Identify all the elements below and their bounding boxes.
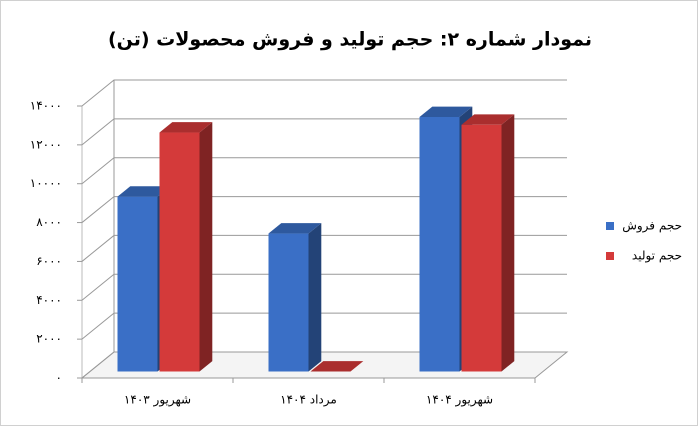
- bar: [461, 124, 502, 372]
- y-tick-label: ۲۰۰۰: [36, 332, 62, 346]
- x-tick-label: شهریور ۱۴۰۳: [124, 393, 191, 408]
- bar: [268, 233, 309, 372]
- legend-label: حجم تولید: [632, 249, 682, 264]
- grid-line: [81, 196, 567, 223]
- y-tick-label: ۴۰۰۰: [36, 293, 62, 307]
- bar-side: [501, 114, 515, 372]
- y-tick-label: ۸۰۰۰: [36, 215, 62, 229]
- bar-top: [419, 106, 473, 117]
- bar-top: [310, 361, 364, 372]
- bar-top: [461, 114, 515, 125]
- bar-side: [199, 122, 213, 372]
- bar-side: [308, 223, 322, 372]
- bar-top: [268, 223, 322, 234]
- bar-top: [159, 122, 213, 133]
- grid-line: [81, 234, 567, 262]
- bar: [159, 132, 200, 372]
- y-tick-label: ۱۴۰۰۰: [30, 99, 62, 113]
- bar: [117, 196, 158, 372]
- y-tick-label: ۱۰۰۰۰: [30, 176, 62, 190]
- grid-line: [81, 312, 567, 340]
- y-tick-label: ۶۰۰۰: [36, 254, 62, 268]
- legend-swatch: [606, 222, 614, 230]
- grid-line: [81, 273, 567, 301]
- legend-swatch: [606, 252, 614, 260]
- bar-top: [117, 186, 171, 197]
- bar: [419, 116, 460, 372]
- legend-label: حجم فروش: [622, 219, 682, 234]
- grid-line: [81, 118, 567, 146]
- grid-line: [81, 79, 567, 107]
- chart-title: نمودار شماره ۲: حجم تولید و فروش محصولات…: [108, 29, 592, 51]
- grid-line: [81, 157, 567, 185]
- x-tick-label: شهریور ۱۴۰۴: [426, 393, 493, 408]
- y-tick-label: ۰: [56, 371, 62, 385]
- grid-line: [81, 351, 567, 379]
- x-tick-label: مرداد ۱۴۰۴: [280, 393, 337, 408]
- y-tick-label: ۱۲۰۰۰: [30, 137, 62, 151]
